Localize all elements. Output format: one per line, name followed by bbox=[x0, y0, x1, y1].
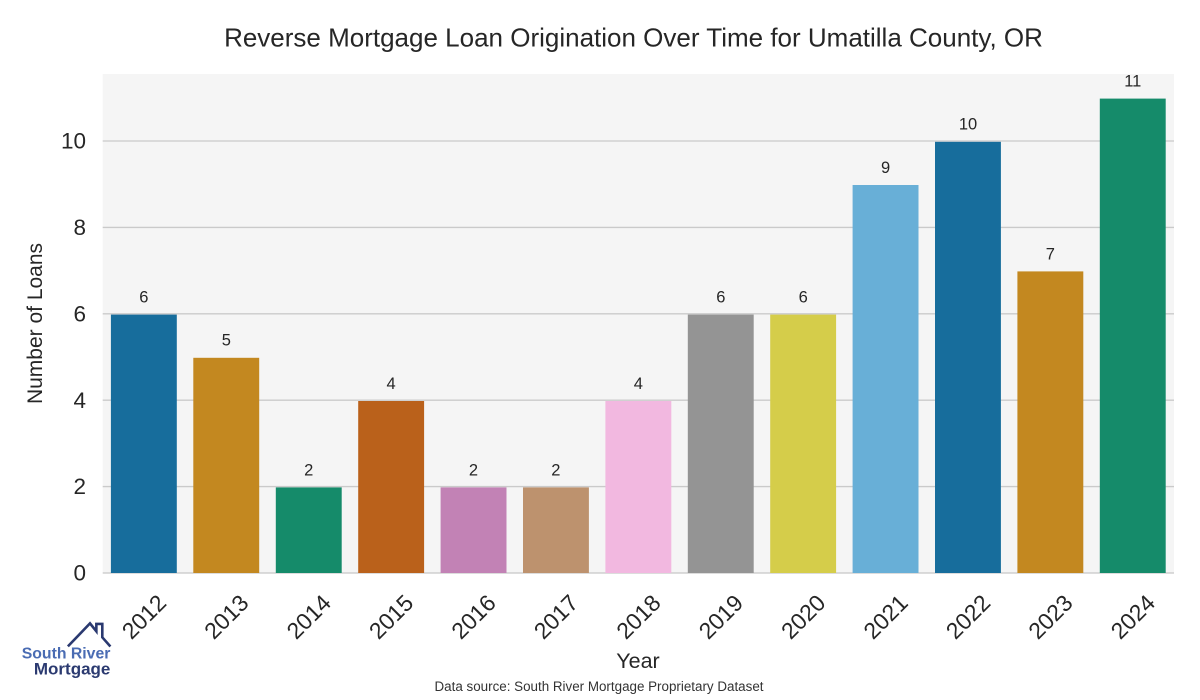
svg-text:2: 2 bbox=[304, 461, 313, 479]
svg-text:9: 9 bbox=[881, 159, 890, 177]
svg-text:6: 6 bbox=[799, 289, 808, 307]
svg-text:10: 10 bbox=[61, 129, 86, 154]
svg-text:2018: 2018 bbox=[611, 590, 666, 645]
svg-text:2020: 2020 bbox=[776, 590, 831, 645]
svg-text:Year: Year bbox=[616, 649, 659, 673]
svg-text:6: 6 bbox=[73, 301, 86, 326]
svg-text:10: 10 bbox=[959, 116, 977, 134]
svg-text:2012: 2012 bbox=[117, 590, 172, 645]
svg-text:Reverse Mortgage Loan Originat: Reverse Mortgage Loan Origination Over T… bbox=[224, 23, 1043, 53]
svg-text:2019: 2019 bbox=[694, 590, 749, 645]
svg-text:6: 6 bbox=[139, 289, 148, 307]
svg-text:2017: 2017 bbox=[529, 590, 584, 645]
svg-text:2015: 2015 bbox=[364, 590, 419, 645]
svg-text:11: 11 bbox=[1124, 73, 1141, 91]
svg-text:Number of Loans: Number of Loans bbox=[24, 243, 47, 404]
svg-text:5: 5 bbox=[222, 332, 231, 350]
svg-text:0: 0 bbox=[73, 561, 86, 586]
svg-text:2: 2 bbox=[73, 474, 86, 499]
svg-text:4: 4 bbox=[387, 375, 396, 393]
svg-text:2: 2 bbox=[551, 461, 560, 479]
svg-text:6: 6 bbox=[716, 289, 725, 307]
svg-text:Data source: South River Mortg: Data source: South River Mortgage Propri… bbox=[435, 679, 764, 694]
svg-text:2022: 2022 bbox=[941, 590, 996, 645]
svg-text:2: 2 bbox=[469, 461, 478, 479]
svg-text:2024: 2024 bbox=[1106, 589, 1161, 644]
svg-text:4: 4 bbox=[73, 388, 86, 413]
svg-text:2014: 2014 bbox=[281, 589, 336, 644]
svg-text:4: 4 bbox=[634, 375, 643, 393]
svg-text:2021: 2021 bbox=[858, 590, 913, 645]
svg-text:Mortgage: Mortgage bbox=[34, 659, 111, 678]
svg-text:2016: 2016 bbox=[446, 590, 501, 645]
svg-text:South River: South River bbox=[22, 646, 111, 663]
svg-text:2023: 2023 bbox=[1023, 590, 1078, 645]
svg-text:7: 7 bbox=[1046, 245, 1055, 263]
svg-text:2013: 2013 bbox=[199, 590, 254, 645]
svg-text:8: 8 bbox=[73, 215, 86, 240]
